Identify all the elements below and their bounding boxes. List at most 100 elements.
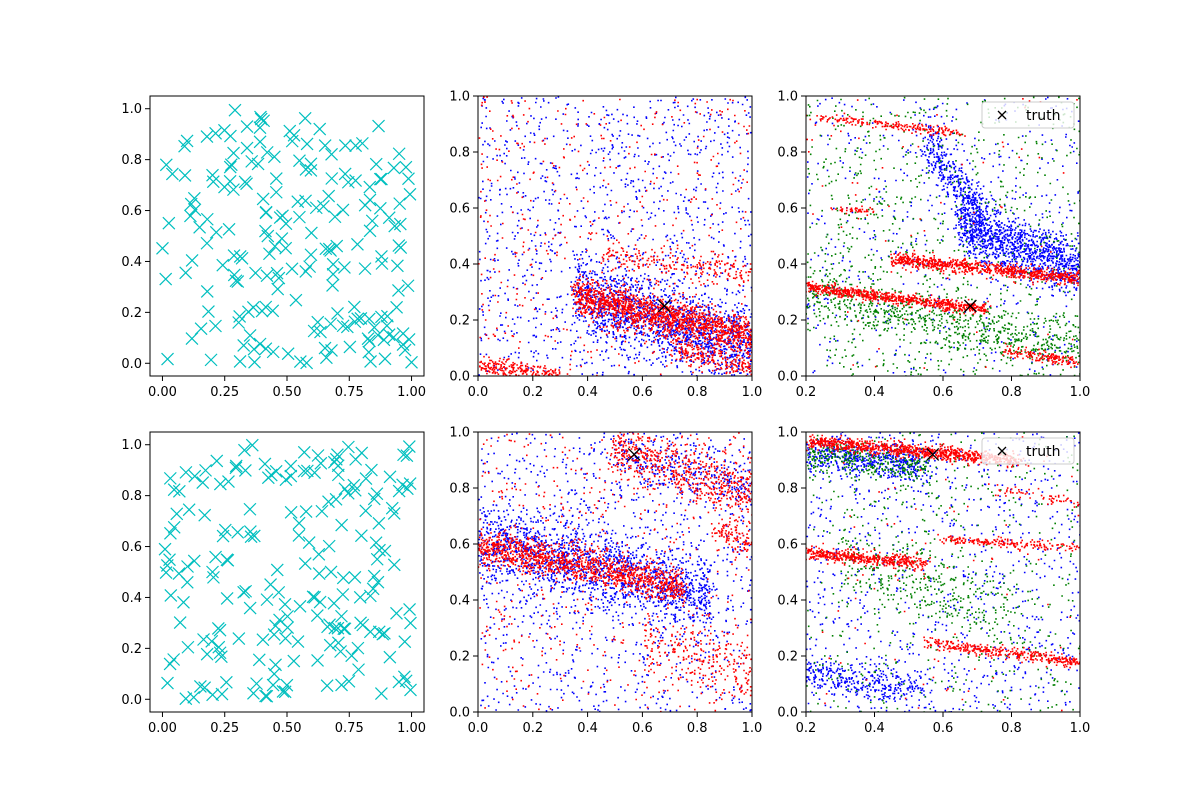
data-point xyxy=(253,135,267,149)
data-point xyxy=(336,571,350,585)
series-points xyxy=(806,98,1080,369)
y-tick-label: 0.8 xyxy=(449,482,470,497)
data-point xyxy=(335,678,348,692)
data-point xyxy=(256,192,270,206)
data-point xyxy=(341,440,355,454)
data-point xyxy=(335,609,348,623)
data-point xyxy=(279,473,293,487)
data-point xyxy=(401,279,415,293)
data-point xyxy=(238,443,251,457)
data-point xyxy=(266,678,280,692)
data-point xyxy=(337,622,351,636)
data-point xyxy=(331,307,344,320)
axes-frame xyxy=(477,95,753,377)
data-point xyxy=(268,239,282,253)
data-point xyxy=(206,688,220,702)
data-point xyxy=(336,203,350,217)
data-point xyxy=(338,260,351,274)
data-point xyxy=(307,324,321,338)
data-point xyxy=(273,613,286,627)
data-point xyxy=(159,158,173,172)
data-point xyxy=(180,134,194,148)
data-point xyxy=(220,592,234,605)
data-point xyxy=(326,257,340,271)
data-point xyxy=(335,518,349,532)
data-point xyxy=(243,329,257,342)
y-tick-label: 0.8 xyxy=(449,146,470,161)
data-point xyxy=(244,530,258,544)
data-point xyxy=(158,542,172,556)
data-point xyxy=(329,492,343,506)
data-point xyxy=(349,174,363,187)
data-point xyxy=(278,685,292,699)
data-point xyxy=(326,278,339,292)
data-point xyxy=(369,536,383,550)
data-point xyxy=(213,477,227,491)
data-point xyxy=(261,471,275,485)
data-point xyxy=(390,259,404,273)
data-point xyxy=(403,187,417,201)
data-point xyxy=(323,638,337,652)
data-point xyxy=(293,355,307,369)
data-point xyxy=(297,464,311,478)
data-point xyxy=(271,282,285,296)
data-point xyxy=(392,283,405,297)
data-point xyxy=(390,606,403,620)
x-tick-label: 1.0 xyxy=(742,721,763,736)
data-point xyxy=(233,310,247,323)
data-point xyxy=(298,111,312,125)
panel-bottom-middle: 0.0 0.2 0.4 0.6 0.8 1.0 0.0 0.2 0.4 0.6 0.8 1.0 xyxy=(449,426,763,737)
data-point xyxy=(232,632,246,645)
data-point xyxy=(398,343,412,357)
data-point xyxy=(163,526,177,540)
x-tick-label: 0.4 xyxy=(864,721,885,736)
data-point xyxy=(209,126,223,140)
data-point xyxy=(372,119,385,133)
data-point xyxy=(198,508,212,522)
series-points xyxy=(478,96,752,376)
data-point xyxy=(233,355,247,368)
data-point xyxy=(261,229,275,243)
x-tick-label: 0.25 xyxy=(210,721,239,736)
data-point xyxy=(252,653,266,667)
truth-marker xyxy=(963,299,977,313)
data-point xyxy=(254,110,267,124)
truth-marker xyxy=(627,447,641,461)
data-point xyxy=(387,507,401,520)
legend: truth xyxy=(981,437,1075,465)
y-tick-label: 0.6 xyxy=(449,538,470,553)
data-point xyxy=(334,645,347,658)
data-point xyxy=(227,183,240,197)
data-point xyxy=(322,189,336,203)
data-point xyxy=(310,609,324,622)
data-point xyxy=(213,646,227,660)
series-points xyxy=(478,96,752,376)
x-tick-label: 0.4 xyxy=(864,385,885,400)
data-point xyxy=(196,476,210,489)
axes-frame xyxy=(149,431,425,713)
data-point xyxy=(373,172,387,186)
data-point xyxy=(292,516,306,530)
data-point xyxy=(206,168,219,182)
data-point xyxy=(374,687,388,701)
data-point xyxy=(207,570,220,584)
data-point xyxy=(209,225,223,239)
y-tick-label: 0.6 xyxy=(121,204,142,219)
y-tick-label: 0.0 xyxy=(121,693,142,708)
x-tick-label: 0.4 xyxy=(577,721,598,736)
y-tick-label: 0.8 xyxy=(121,153,142,168)
data-point xyxy=(229,461,243,475)
data-point xyxy=(260,269,274,283)
data-point xyxy=(209,319,222,333)
data-point xyxy=(279,241,293,255)
data-point xyxy=(293,210,306,224)
y-tick-label: 0.4 xyxy=(777,258,798,273)
data-point xyxy=(299,505,313,518)
data-point xyxy=(363,334,376,348)
data-point xyxy=(278,597,292,611)
x-tick-label: 0.6 xyxy=(933,385,954,400)
data-point xyxy=(289,293,303,307)
data-point xyxy=(240,177,253,191)
data-point xyxy=(224,129,237,143)
data-point xyxy=(400,482,414,496)
